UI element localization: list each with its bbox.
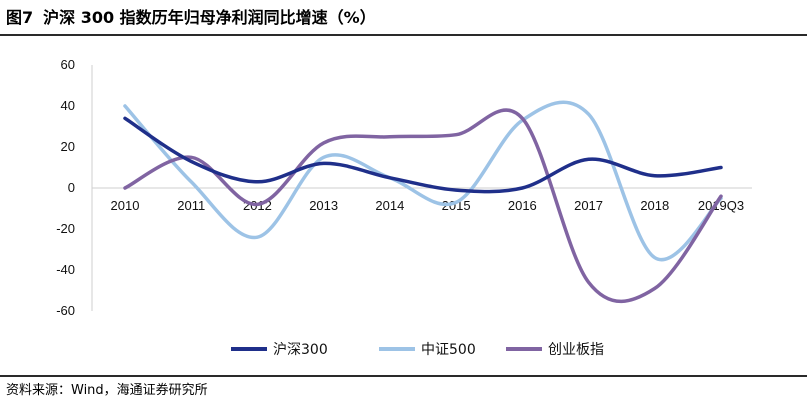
series-line-hs300 <box>123 116 723 194</box>
x-tick-label: 2018 <box>640 198 669 213</box>
y-tick-label: -60 <box>56 303 75 318</box>
y-tick-label: 20 <box>61 139 75 154</box>
x-tick-label: 2013 <box>309 198 338 213</box>
x-tick-label: 2010 <box>111 198 140 213</box>
x-tick-label: 2014 <box>375 198 404 213</box>
series-line-zz500 <box>123 100 723 262</box>
legend-label: 沪深300 <box>273 342 328 358</box>
figure-label: 图7 <box>6 8 34 27</box>
y-tick-labels: 60 40 20 0 -20 -40 -60 <box>56 57 75 318</box>
x-tick-label: 2019Q3 <box>698 198 744 213</box>
x-tick-label: 2017 <box>574 198 603 213</box>
y-tick-label: 40 <box>61 98 75 113</box>
x-tick-label: 2011 <box>177 198 205 213</box>
y-tick-label: -40 <box>56 262 75 277</box>
source-note: 资料来源：Wind，海通证券研究所 <box>6 383 208 398</box>
figure-title: 沪深 300 指数历年归母净利润同比增速（%） <box>43 8 376 27</box>
x-tick-label: 2016 <box>508 198 537 213</box>
footer-rule <box>0 375 807 377</box>
title-rule <box>0 34 807 36</box>
chart-title: 图7 沪深 300 指数历年归母净利润同比增速（%） <box>6 4 376 32</box>
y-tick-label: 60 <box>61 57 75 72</box>
legend-label: 中证500 <box>421 342 476 358</box>
series-line-cyb <box>123 108 723 304</box>
legend: 沪深300 中证500 创业板指 <box>231 342 604 358</box>
x-tick-labels: 2010 2011 2012 2013 2014 2015 2016 2017 2018 2019… <box>111 198 745 213</box>
y-tick-label: -20 <box>56 221 75 236</box>
series-lines <box>123 100 723 304</box>
legend-label: 创业板指 <box>548 342 604 358</box>
x-tick-label: 2015 <box>442 198 471 213</box>
y-tick-label: 0 <box>68 180 75 195</box>
